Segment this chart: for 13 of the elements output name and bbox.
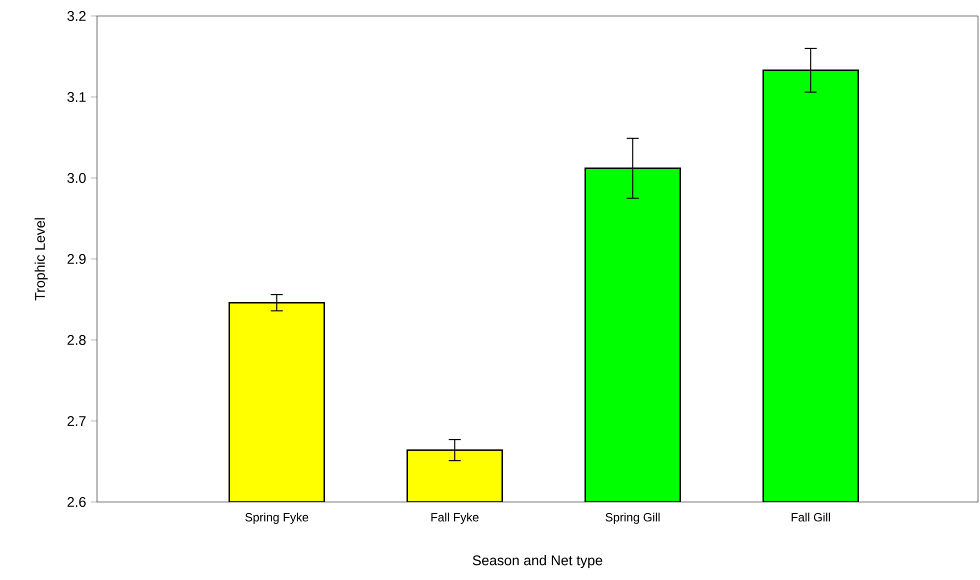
y-tick-label: 3.0	[67, 173, 86, 183]
x-tick-label: Fall Gill	[792, 512, 830, 522]
x-tick-label: Spring Gill	[606, 512, 660, 524]
x-axis-title: Season and Net type	[472, 555, 602, 568]
y-tick-label: 3.1	[67, 92, 86, 102]
y-tick-label: 2.9	[68, 254, 86, 264]
y-tick-label: 2.8	[68, 335, 86, 345]
y-tick-label: 2.7	[68, 416, 86, 426]
y-tick-label: 3.2	[67, 11, 86, 21]
y-axis-title: Trophic Level	[34, 218, 48, 300]
y-tick-label: 2.6	[68, 497, 86, 507]
x-tick-label: Fall Fyke	[431, 512, 479, 524]
x-tick-label: Spring Fyke	[245, 512, 308, 524]
